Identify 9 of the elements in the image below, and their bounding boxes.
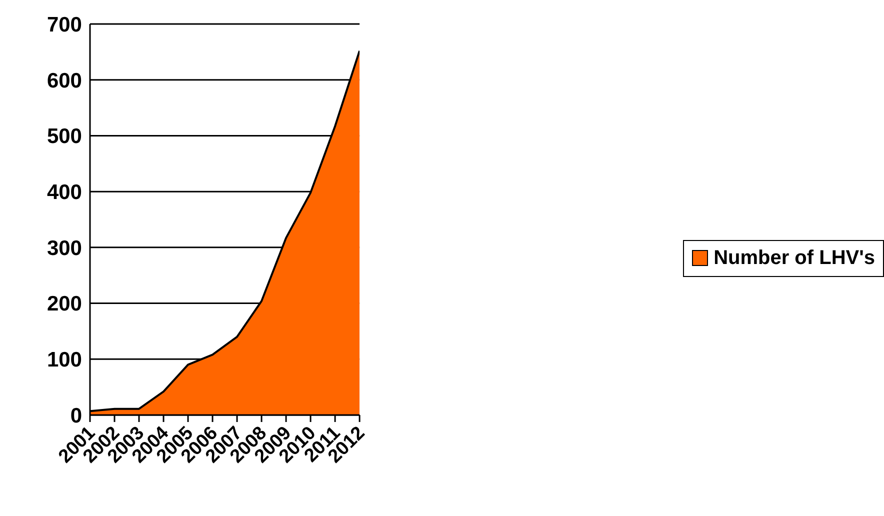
y-tick-label: 400 <box>46 181 82 204</box>
y-tick-label: 500 <box>46 125 82 148</box>
y-tick-label: 700 <box>46 13 82 36</box>
y-tick-label: 100 <box>46 348 82 372</box>
y-tick-label: 0 <box>70 404 82 428</box>
legend-label: Number of LHV's <box>714 246 875 270</box>
y-tick-label: 300 <box>46 236 82 260</box>
y-tick-label: 200 <box>46 292 82 316</box>
y-tick-label: 600 <box>46 69 82 92</box>
